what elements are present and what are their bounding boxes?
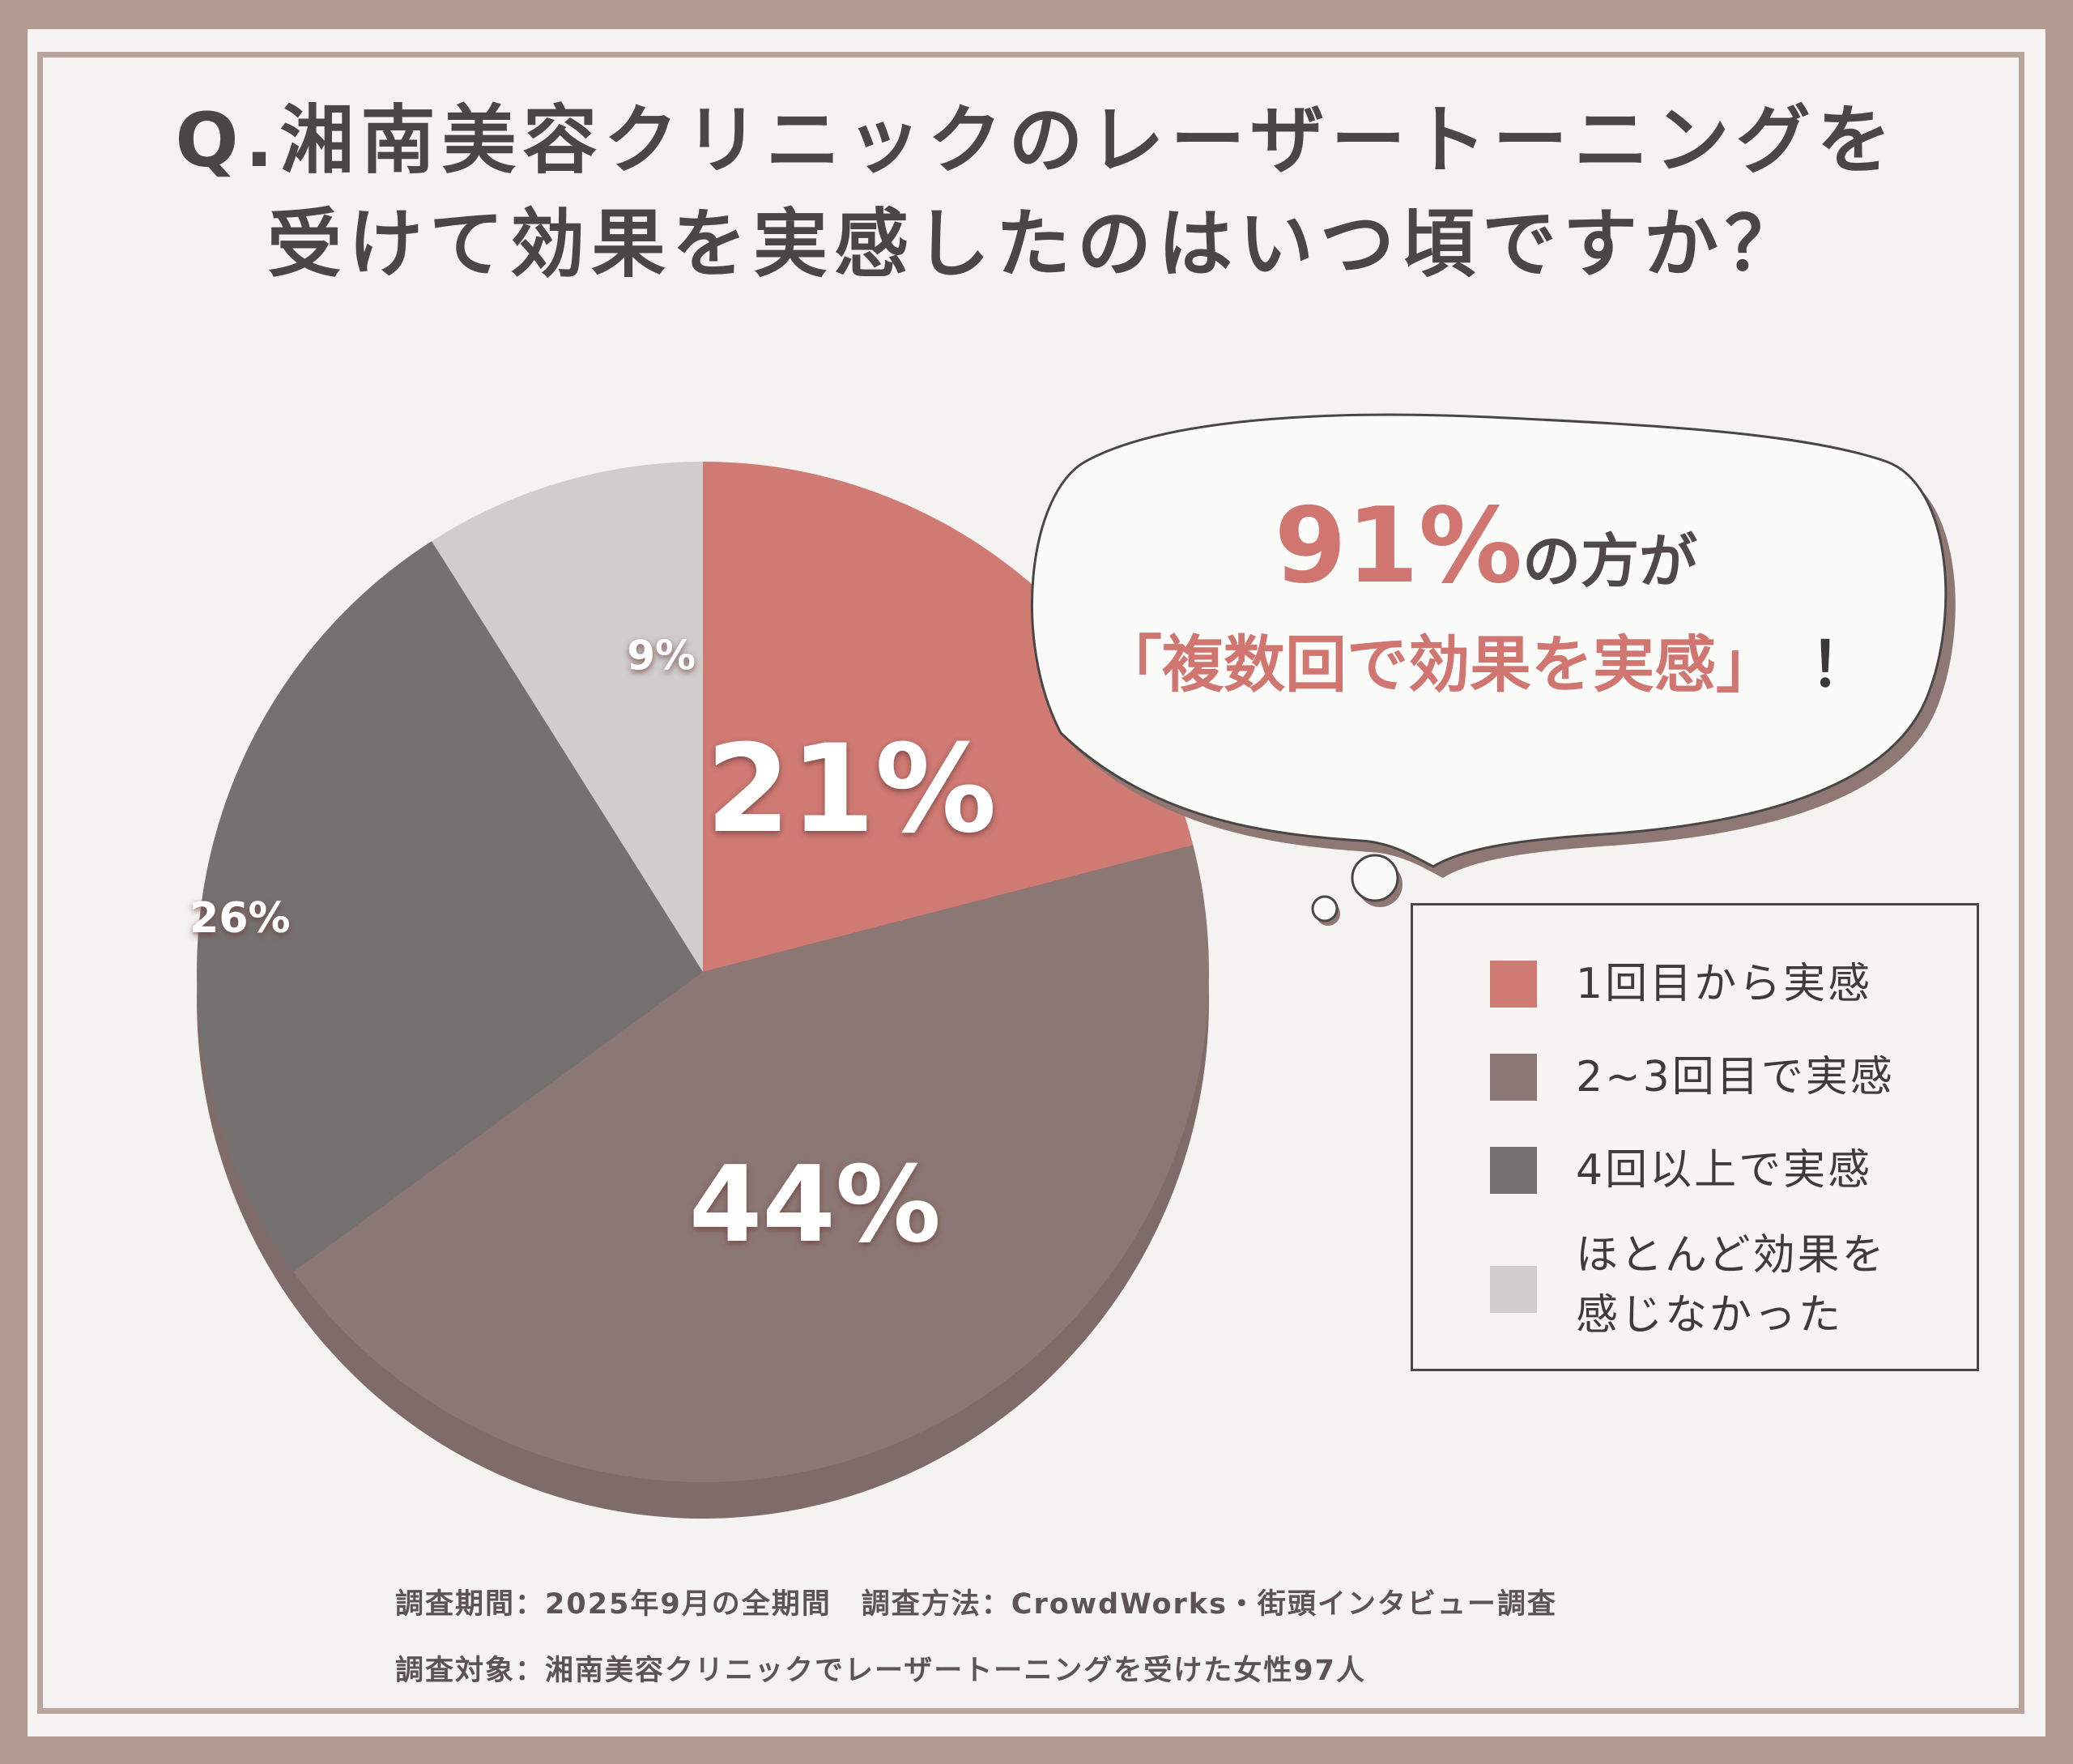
callout-text: 91%の方が 「複数回で効果を実感」 ！	[1045, 486, 1927, 704]
title-line-1: Q.湘南美容クリニックのレーザートーニングを	[175, 97, 1898, 184]
footnote-line-2: 調査対象：湘南美容クリニックでレーザートーニングを受けた女性97人	[395, 1655, 1367, 1687]
pie-slice	[432, 462, 703, 972]
pie-slice	[293, 845, 1210, 1483]
bubble-dot-small	[1311, 895, 1339, 922]
pie-data-label: 9%	[627, 632, 696, 679]
inner-border	[37, 52, 2024, 1714]
legend-item: 1回目から実感	[1490, 954, 1872, 1014]
callout-line-2: 「複数回で効果を実感」 ！	[1045, 615, 1927, 704]
chart-title: Q.湘南美容クリニックのレーザートーニングを 受けて効果を実感したのはいつ頃です…	[0, 89, 2073, 296]
legend-swatch	[1490, 961, 1537, 1008]
footnote-line-1: 調査期間：2025年9月の全期間 調査方法：CrowdWorks・街頭インタビュ…	[395, 1588, 1557, 1621]
legend-label: ほとんど効果を 感じなかった	[1576, 1231, 1887, 1340]
legend-item: ほとんど効果を 感じなかった	[1490, 1225, 1886, 1345]
pie-data-label: 26%	[189, 894, 290, 943]
legend-item: 2~3回目で実感	[1490, 1047, 1895, 1107]
legend-label: 4回以上で実感	[1576, 1146, 1873, 1195]
thought-bubble	[1030, 413, 1956, 926]
pie-slices	[196, 462, 1210, 1483]
callout-quote: 「複数回で効果を実感」	[1100, 628, 1777, 701]
chart-legend: 1回目から実感 2~3回目で実感 4回以上で実感 ほとんど効果を 感じなかった	[1411, 903, 1979, 1371]
pie-slice	[196, 541, 704, 1272]
legend-swatch	[1490, 1266, 1537, 1313]
pie-slice	[703, 462, 1194, 972]
callout-line-1: 91%の方が	[1045, 486, 1927, 607]
pie-data-labels: 21% 44% 26% 9%	[189, 632, 997, 1266]
legend-swatch	[1490, 1054, 1537, 1101]
legend-item: 4回以上で実感	[1490, 1140, 1872, 1200]
title-line-2: 受けて効果を実感したのはいつ頃ですか？	[266, 201, 1806, 288]
pie-data-label: 44%	[689, 1143, 941, 1266]
callout-line-1-suffix: の方が	[1522, 527, 1698, 595]
callout-exclamation: ！	[1810, 628, 1871, 701]
pie-data-label: 21%	[706, 719, 997, 860]
legend-label: 1回目から実感	[1576, 960, 1873, 1008]
legend-swatch	[1490, 1147, 1537, 1194]
survey-footnote: 調査期間：2025年9月の全期間 調査方法：CrowdWorks・街頭インタビュ…	[395, 1571, 1557, 1704]
bubble-body	[1030, 413, 1947, 868]
callout-highlight: 91%	[1274, 486, 1523, 607]
legend-label: 2~3回目で実感	[1576, 1053, 1895, 1101]
bubble-dot-large	[1351, 854, 1399, 902]
